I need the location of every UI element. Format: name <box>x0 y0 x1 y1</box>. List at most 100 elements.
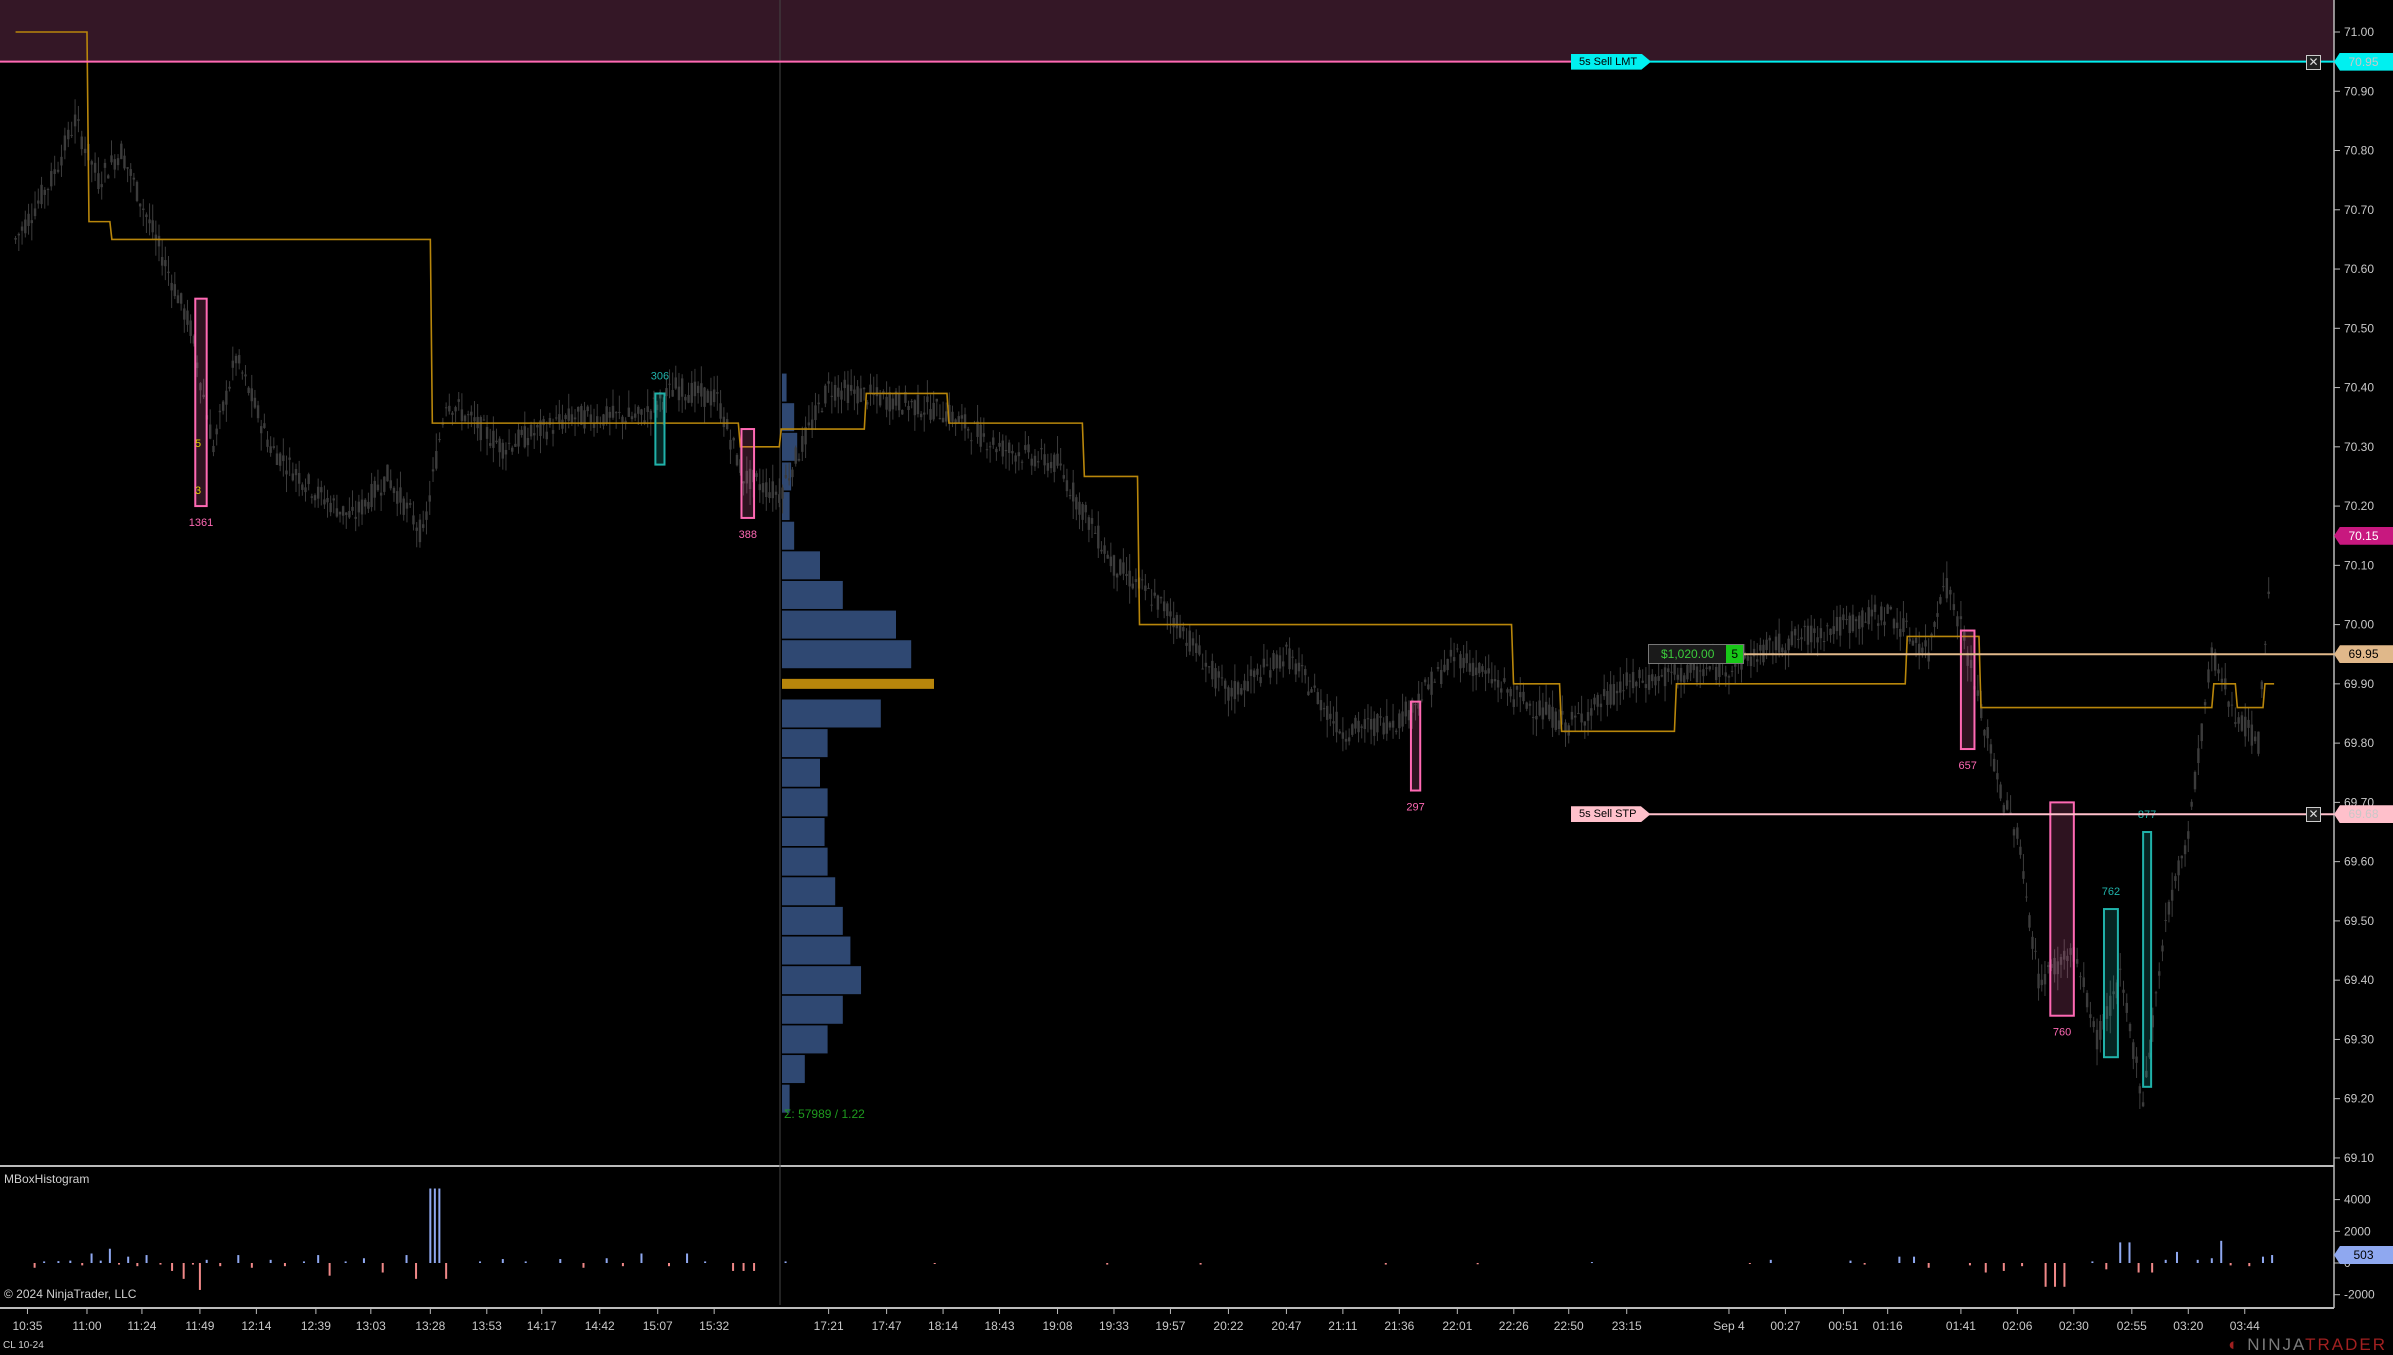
candle-body <box>2167 901 2171 915</box>
cancel-sell-stop-close-icon[interactable]: ✕ <box>2306 807 2321 823</box>
order-zone <box>0 0 2334 62</box>
candle-body <box>1363 719 1367 730</box>
candle-body <box>1319 700 1323 711</box>
candle-body <box>1249 669 1253 676</box>
position-pnl-box[interactable]: $1,020.00 5 <box>1648 644 1745 665</box>
candle-body <box>1667 668 1670 673</box>
time-tick-label: 22:26 <box>1499 1319 1529 1333</box>
candle-body <box>1452 657 1456 662</box>
candle-body <box>589 414 593 423</box>
candle-body <box>103 162 107 168</box>
candle-body <box>640 409 643 415</box>
candle-body <box>2037 973 2040 989</box>
candle-body <box>2031 936 2034 949</box>
candle-body <box>1294 663 1298 675</box>
candle-body <box>1876 623 1880 626</box>
candle-body <box>383 476 386 492</box>
candle-body <box>1246 681 1249 692</box>
candle-body <box>633 413 637 418</box>
candle-body <box>1385 715 1388 734</box>
candle-body <box>1622 690 1625 692</box>
histogram-bar <box>57 1261 60 1263</box>
candle-body <box>354 516 357 519</box>
candle-body <box>435 451 438 469</box>
candle-body <box>719 403 722 419</box>
histogram-bar <box>501 1259 504 1263</box>
histogram-bar <box>191 1263 194 1265</box>
candle-body <box>1956 616 1959 627</box>
candle-body <box>1886 604 1889 614</box>
sell-stop-price-tag: 69.68 <box>2334 805 2393 824</box>
time-tick-label: 14:42 <box>585 1319 615 1333</box>
candle-body <box>797 458 801 461</box>
candle-body <box>1259 677 1262 684</box>
candle-body <box>1838 616 1842 636</box>
candle-body <box>1864 621 1867 623</box>
candle-body <box>561 419 564 429</box>
candle-body <box>1465 653 1468 664</box>
candle-body <box>241 372 244 374</box>
candle-body <box>448 405 451 412</box>
time-tick-label: 19:33 <box>1099 1319 1129 1333</box>
candle-body <box>1407 710 1411 721</box>
candle-body <box>988 446 992 448</box>
candle-body <box>1211 660 1214 680</box>
candle-body <box>409 503 412 505</box>
time-tick-label: 11:49 <box>185 1319 214 1333</box>
candle-body <box>1952 604 1956 610</box>
candle-body <box>891 398 895 410</box>
candle-body <box>228 386 231 389</box>
candle-body <box>1253 670 1256 678</box>
signal-box-label: 657 <box>1959 760 1977 772</box>
price-tick-label: 70.30 <box>2344 440 2374 454</box>
candle-body <box>1724 672 1727 677</box>
cancel-sell-limit-close-icon[interactable]: ✕ <box>2306 54 2321 70</box>
candle-body <box>1942 586 1945 588</box>
candle-body <box>739 459 742 473</box>
candle-body <box>742 481 745 484</box>
candle-body <box>1765 639 1768 651</box>
candle-body <box>326 497 329 503</box>
candle-body <box>1459 654 1462 669</box>
candle-body <box>160 256 164 266</box>
sell-stop-order-tag[interactable]: 5s Sell STP <box>1571 806 1651 823</box>
candle-body <box>1195 643 1198 653</box>
sell-limit-order-tag[interactable]: 5s Sell LMT <box>1571 53 1652 70</box>
histogram-bar <box>621 1263 624 1267</box>
candle-body <box>1635 681 1638 687</box>
histogram-bar <box>1849 1260 1852 1263</box>
candle-body <box>33 208 37 217</box>
candle-body <box>1474 667 1478 676</box>
candle-body <box>301 484 304 490</box>
candle-body <box>218 410 222 413</box>
candle-body <box>1395 730 1398 732</box>
time-tick-label: 15:07 <box>643 1319 673 1333</box>
candle-body <box>231 360 235 368</box>
histogram-bar <box>559 1259 562 1263</box>
time-tick-label: 19:08 <box>1043 1319 1073 1333</box>
histogram-bar <box>362 1258 365 1263</box>
candle-body <box>703 387 706 407</box>
candle-body <box>1097 525 1100 549</box>
histogram-bar <box>1769 1259 1772 1263</box>
candle-body <box>2237 717 2240 724</box>
candle-body <box>542 419 545 426</box>
candle-body <box>1976 690 1980 696</box>
candle-body <box>778 494 781 503</box>
candle-body <box>357 501 361 513</box>
candle-body <box>1043 454 1046 466</box>
candle-body <box>878 394 882 406</box>
candle-body <box>199 383 202 391</box>
candle-body <box>1366 718 1370 720</box>
candle-body <box>830 395 834 397</box>
candle-body <box>56 169 60 172</box>
candle-body <box>945 411 948 422</box>
candle-body <box>774 491 778 495</box>
candle-body <box>1551 706 1554 728</box>
candle-body <box>1354 717 1357 729</box>
candle-body <box>745 470 749 484</box>
candle-body <box>304 487 307 493</box>
candle-body <box>1285 644 1288 647</box>
signal-box <box>1409 700 1422 792</box>
